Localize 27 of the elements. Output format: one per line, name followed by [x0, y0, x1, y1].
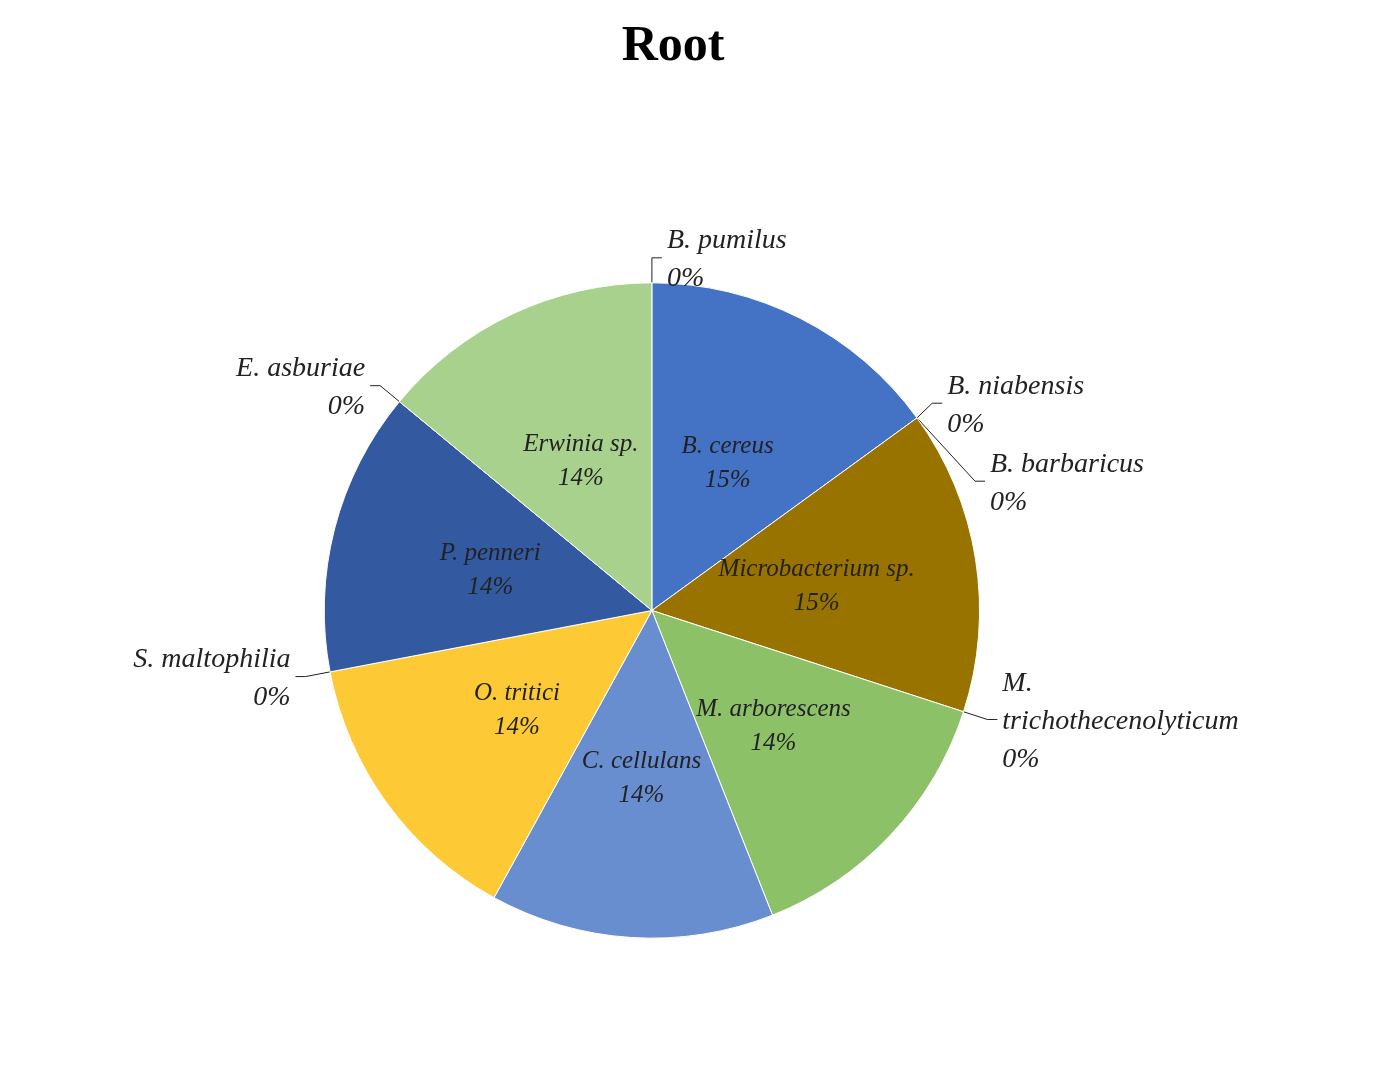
- slice-label: Erwinia sp.: [522, 429, 639, 457]
- category-label: E. asburiae: [236, 351, 366, 383]
- data-label: 14%: [557, 463, 604, 491]
- slice-label: P. penneri: [438, 538, 541, 566]
- text: 0%: [253, 680, 291, 712]
- chart-title: Root: [621, 15, 725, 71]
- text: 0%: [327, 389, 366, 421]
- category-label: B. niabensis: [947, 368, 1085, 400]
- text: 0%: [990, 484, 1028, 516]
- slice-label: C. cellulans: [581, 746, 702, 774]
- data-label: 14%: [467, 572, 514, 600]
- data-label: 14%: [618, 780, 665, 808]
- data-label: 15%: [793, 587, 840, 615]
- slice-label: B. cereus: [681, 431, 774, 459]
- text: 0%: [666, 261, 705, 293]
- data-label: 15%: [704, 465, 751, 493]
- slice-label: O. tritici: [473, 678, 561, 706]
- slice-label: M. arborescens: [695, 694, 851, 722]
- text: 0%: [947, 406, 985, 438]
- data-label: 14%: [750, 728, 797, 756]
- category-label: B. pumilus: [666, 223, 787, 255]
- legend-label: B. barbaricus: [990, 446, 1145, 478]
- data-label: 14%: [494, 712, 540, 740]
- slice-label: Microbacterium sp.: [717, 553, 915, 581]
- category-label: S. maltophilia: [133, 642, 291, 674]
- text: 0%: [1002, 741, 1040, 773]
- legend-label: M. trichothecenolyticum: [1001, 665, 1239, 735]
